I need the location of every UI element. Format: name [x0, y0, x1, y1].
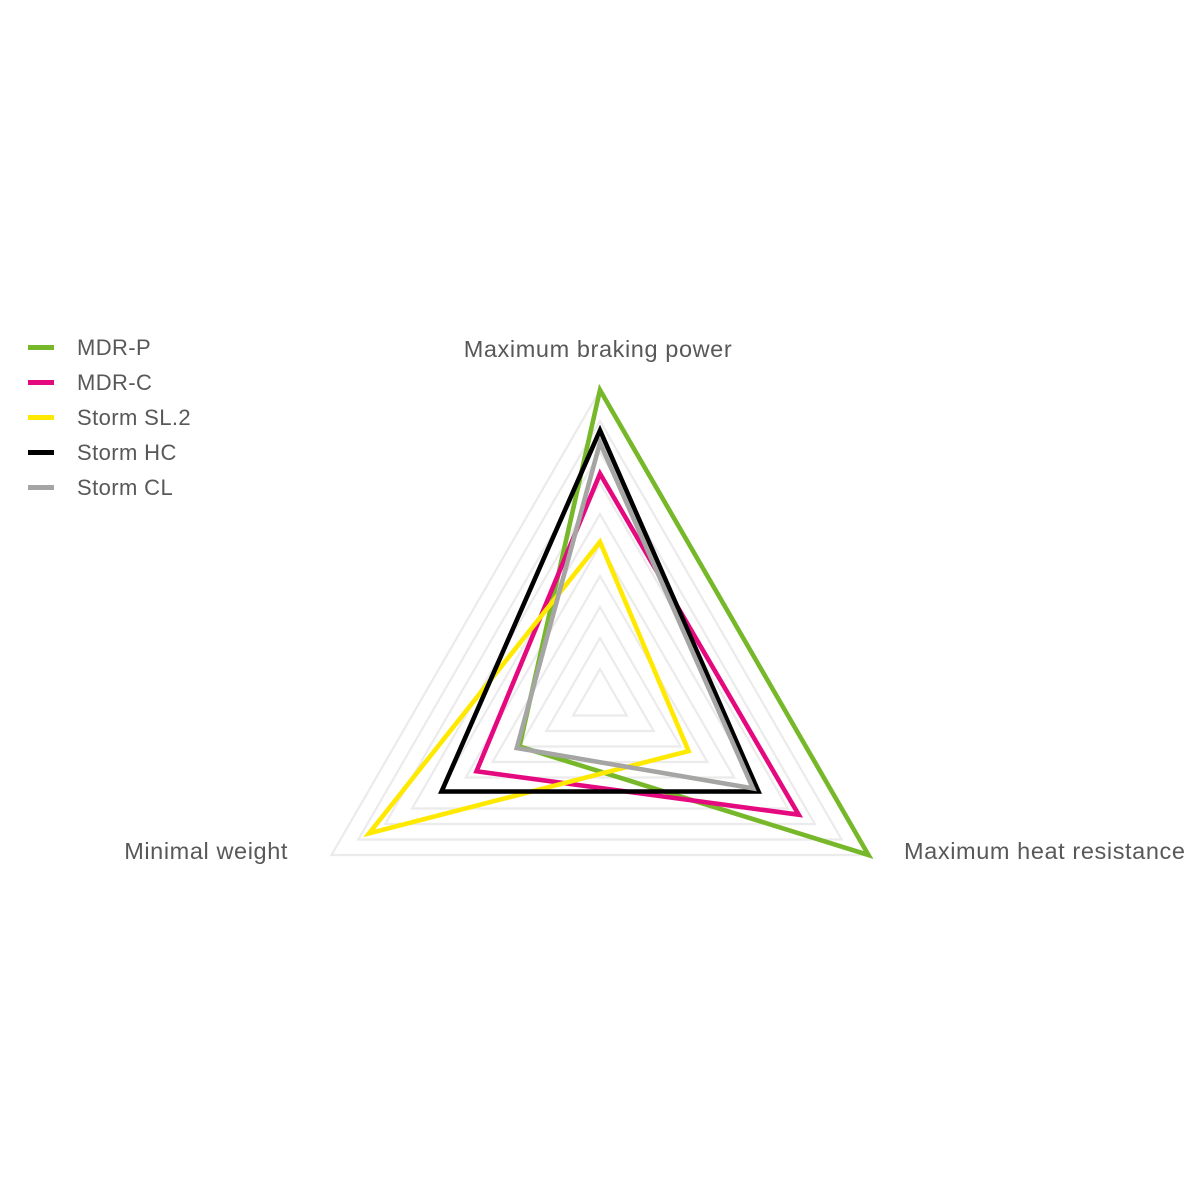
- grid-ring-1: [571, 666, 629, 717]
- grid-ring-8: [383, 449, 817, 826]
- legend-swatch-storm-hc: [28, 450, 54, 455]
- grid-ring-7: [410, 480, 790, 810]
- legend-item-mdr-p: MDR-P: [28, 330, 191, 365]
- legend-label-storm-sl-2: Storm SL.2: [77, 404, 192, 430]
- grid-ring-9: [356, 418, 844, 841]
- legend-item-storm-sl-2: Storm SL.2: [28, 400, 191, 435]
- grid-rings: [329, 387, 871, 857]
- series-polygon-storm-hc: [438, 424, 762, 794]
- grid-ring-3: [517, 604, 683, 748]
- legend-label-mdr-p: MDR-P: [77, 334, 152, 360]
- grid-ring-2: [544, 635, 656, 733]
- legend-swatch-mdr-p: [28, 345, 54, 350]
- axis-label-heat-resistance: Maximum heat resistance: [904, 838, 1186, 864]
- legend-label-mdr-c: MDR-C: [77, 369, 153, 395]
- legend-item-storm-hc: Storm HC: [28, 435, 191, 470]
- legend-label-storm-hc: Storm HC: [77, 439, 177, 465]
- legend: MDR-P MDR-C Storm SL.2 Storm HC Storm CL: [28, 330, 191, 505]
- grid-ring-10: [329, 387, 871, 857]
- grid-ring-5: [463, 542, 737, 779]
- legend-item-mdr-c: MDR-C: [28, 365, 191, 400]
- legend-swatch-storm-cl: [28, 485, 54, 490]
- legend-label-storm-cl: Storm CL: [77, 474, 174, 500]
- legend-swatch-storm-sl-2: [28, 415, 54, 420]
- axis-label-braking-power: Maximum braking power: [464, 336, 733, 362]
- axis-label-minimal-weight: Minimal weight: [124, 838, 288, 864]
- series-polygon-storm-cl: [513, 435, 757, 792]
- series-polygons: [363, 383, 874, 859]
- legend-item-storm-cl: Storm CL: [28, 470, 191, 505]
- legend-swatch-mdr-c: [28, 380, 54, 385]
